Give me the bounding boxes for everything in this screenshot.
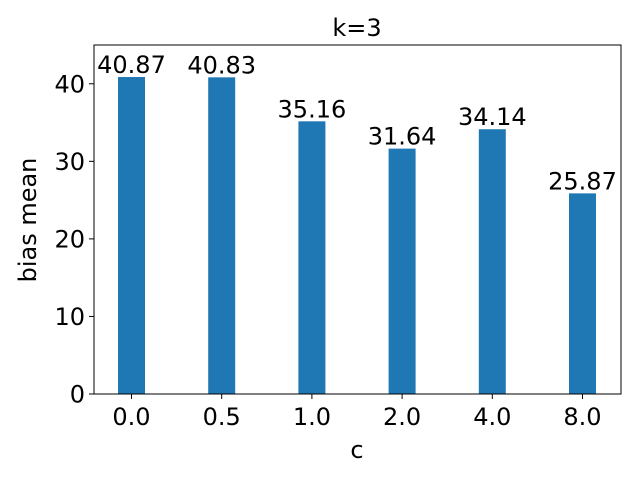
- x-tick-label-0.0: 0.0: [112, 403, 150, 431]
- x-tick-label-0.5: 0.5: [203, 403, 241, 431]
- data-label-4.0: 34.14: [458, 103, 527, 131]
- data-label-0.0: 40.87: [97, 51, 166, 79]
- x-axis-label: c: [350, 436, 363, 464]
- plot-frame: [93, 44, 622, 395]
- x-tick-label-8.0: 8.0: [563, 403, 601, 431]
- x-ticks-group: 0.0 0.5 1.0 2.0 4.0 8.0: [112, 394, 602, 431]
- data-label-2.0: 31.64: [368, 123, 437, 151]
- y-tick-label-20: 20: [54, 225, 85, 253]
- y-ticks-group: 0 10 20 30 40: [54, 70, 94, 409]
- data-label-1.0: 35.16: [278, 95, 347, 123]
- bar-2.0: [388, 148, 416, 394]
- y-tick-label-30: 30: [54, 148, 85, 176]
- bar-8.0: [569, 193, 596, 394]
- y-tick-label-10: 10: [54, 303, 85, 331]
- data-label-0.5: 40.83: [187, 51, 256, 79]
- bar-4.0: [478, 129, 506, 394]
- x-tick-label-4.0: 4.0: [473, 403, 511, 431]
- chart-title: k=3: [332, 14, 381, 42]
- y-axis-label: bias mean: [14, 158, 42, 283]
- bar-1.0: [298, 121, 326, 394]
- x-tick-label-2.0: 2.0: [383, 403, 421, 431]
- data-label-8.0: 25.87: [548, 167, 617, 195]
- bar-0.5: [208, 77, 236, 394]
- x-tick-label-1.0: 1.0: [293, 403, 331, 431]
- bars-group: [118, 77, 596, 394]
- y-tick-label-0: 0: [70, 381, 85, 409]
- bar-0.0: [118, 77, 145, 394]
- y-tick-label-40: 40: [54, 70, 85, 98]
- data-labels-group: 40.87 40.83 35.16 31.64 34.14 25.87: [97, 51, 617, 195]
